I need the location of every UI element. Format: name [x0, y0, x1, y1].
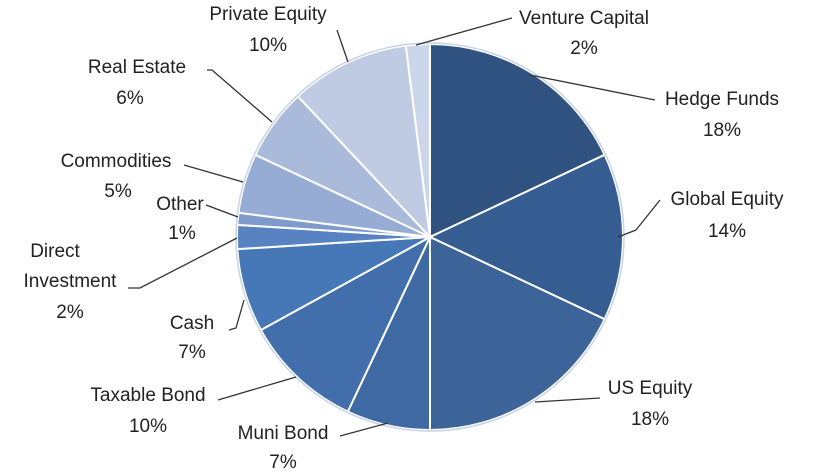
data-label-name-taxable-bond: Taxable Bond — [90, 385, 205, 406]
data-label-pct-cash: 7% — [178, 342, 206, 363]
data-label-name-real-estate: Real Estate — [88, 57, 186, 78]
data-label-pct-us-equity: 18% — [631, 409, 669, 430]
pie-outline — [235, 42, 625, 432]
leader-line-venture-capital — [415, 17, 513, 46]
leader-line-taxable-bond — [217, 376, 297, 401]
pie-slice-taxable-bond — [259, 234, 433, 413]
data-label-pct-venture-capital: 2% — [570, 38, 598, 59]
leader-line-other — [205, 204, 239, 218]
pie-slice-global-equity — [427, 153, 624, 321]
data-label-pct-muni-bond: 7% — [269, 452, 297, 473]
leader-line-us-equity — [534, 397, 601, 403]
leader-line-private-equity — [336, 29, 349, 63]
data-label-name-hedge-funds: Hedge Funds — [665, 89, 779, 110]
data-label-pct-global-equity: 14% — [708, 221, 746, 242]
leader-line-hedge-funds — [529, 74, 656, 101]
leader-line-cash — [228, 299, 245, 331]
leader-line-commodities — [183, 164, 244, 183]
data-label-name-private-equity: Private Equity — [209, 4, 327, 25]
data-label-name-global-equity: Global Equity — [670, 189, 784, 210]
data-label-pct-private-equity: 10% — [249, 35, 287, 56]
data-label-pct-taxable-bond: 10% — [129, 416, 167, 437]
data-label-name-venture-capital: Venture Capital — [519, 8, 649, 29]
data-label-pct-direct-investment: 2% — [56, 302, 84, 323]
leader-line-global-equity — [617, 199, 661, 238]
leader-line-direct-investment — [128, 237, 238, 289]
leader-line-real-estate — [207, 69, 273, 123]
data-label-pct-other: 1% — [168, 223, 196, 244]
data-label-name-cash: Cash — [170, 313, 214, 334]
data-label-name-other: Other — [156, 194, 204, 215]
data-label-name-direct-investment: Direct — [30, 241, 80, 262]
data-label-name-muni-bond: Muni Bond — [238, 423, 329, 444]
pie-slice-us-equity — [429, 235, 606, 432]
leader-line-muni-bond — [339, 422, 389, 437]
data-label-name-commodities: Commodities — [61, 151, 172, 172]
data-label-pct-commodities: 5% — [104, 181, 132, 202]
data-label-pct-hedge-funds: 18% — [703, 120, 741, 141]
data-label-name-us-equity: US Equity — [608, 378, 693, 399]
data-label-pct-real-estate: 6% — [116, 88, 144, 109]
data-label-name-direct-investment: Investment — [24, 271, 118, 292]
pie-slice-hedge-funds — [429, 42, 606, 239]
pie-slice-private-equity — [296, 44, 432, 240]
